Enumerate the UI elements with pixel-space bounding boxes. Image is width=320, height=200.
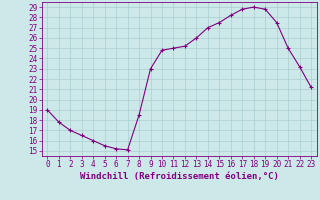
X-axis label: Windchill (Refroidissement éolien,°C): Windchill (Refroidissement éolien,°C) [80, 172, 279, 181]
